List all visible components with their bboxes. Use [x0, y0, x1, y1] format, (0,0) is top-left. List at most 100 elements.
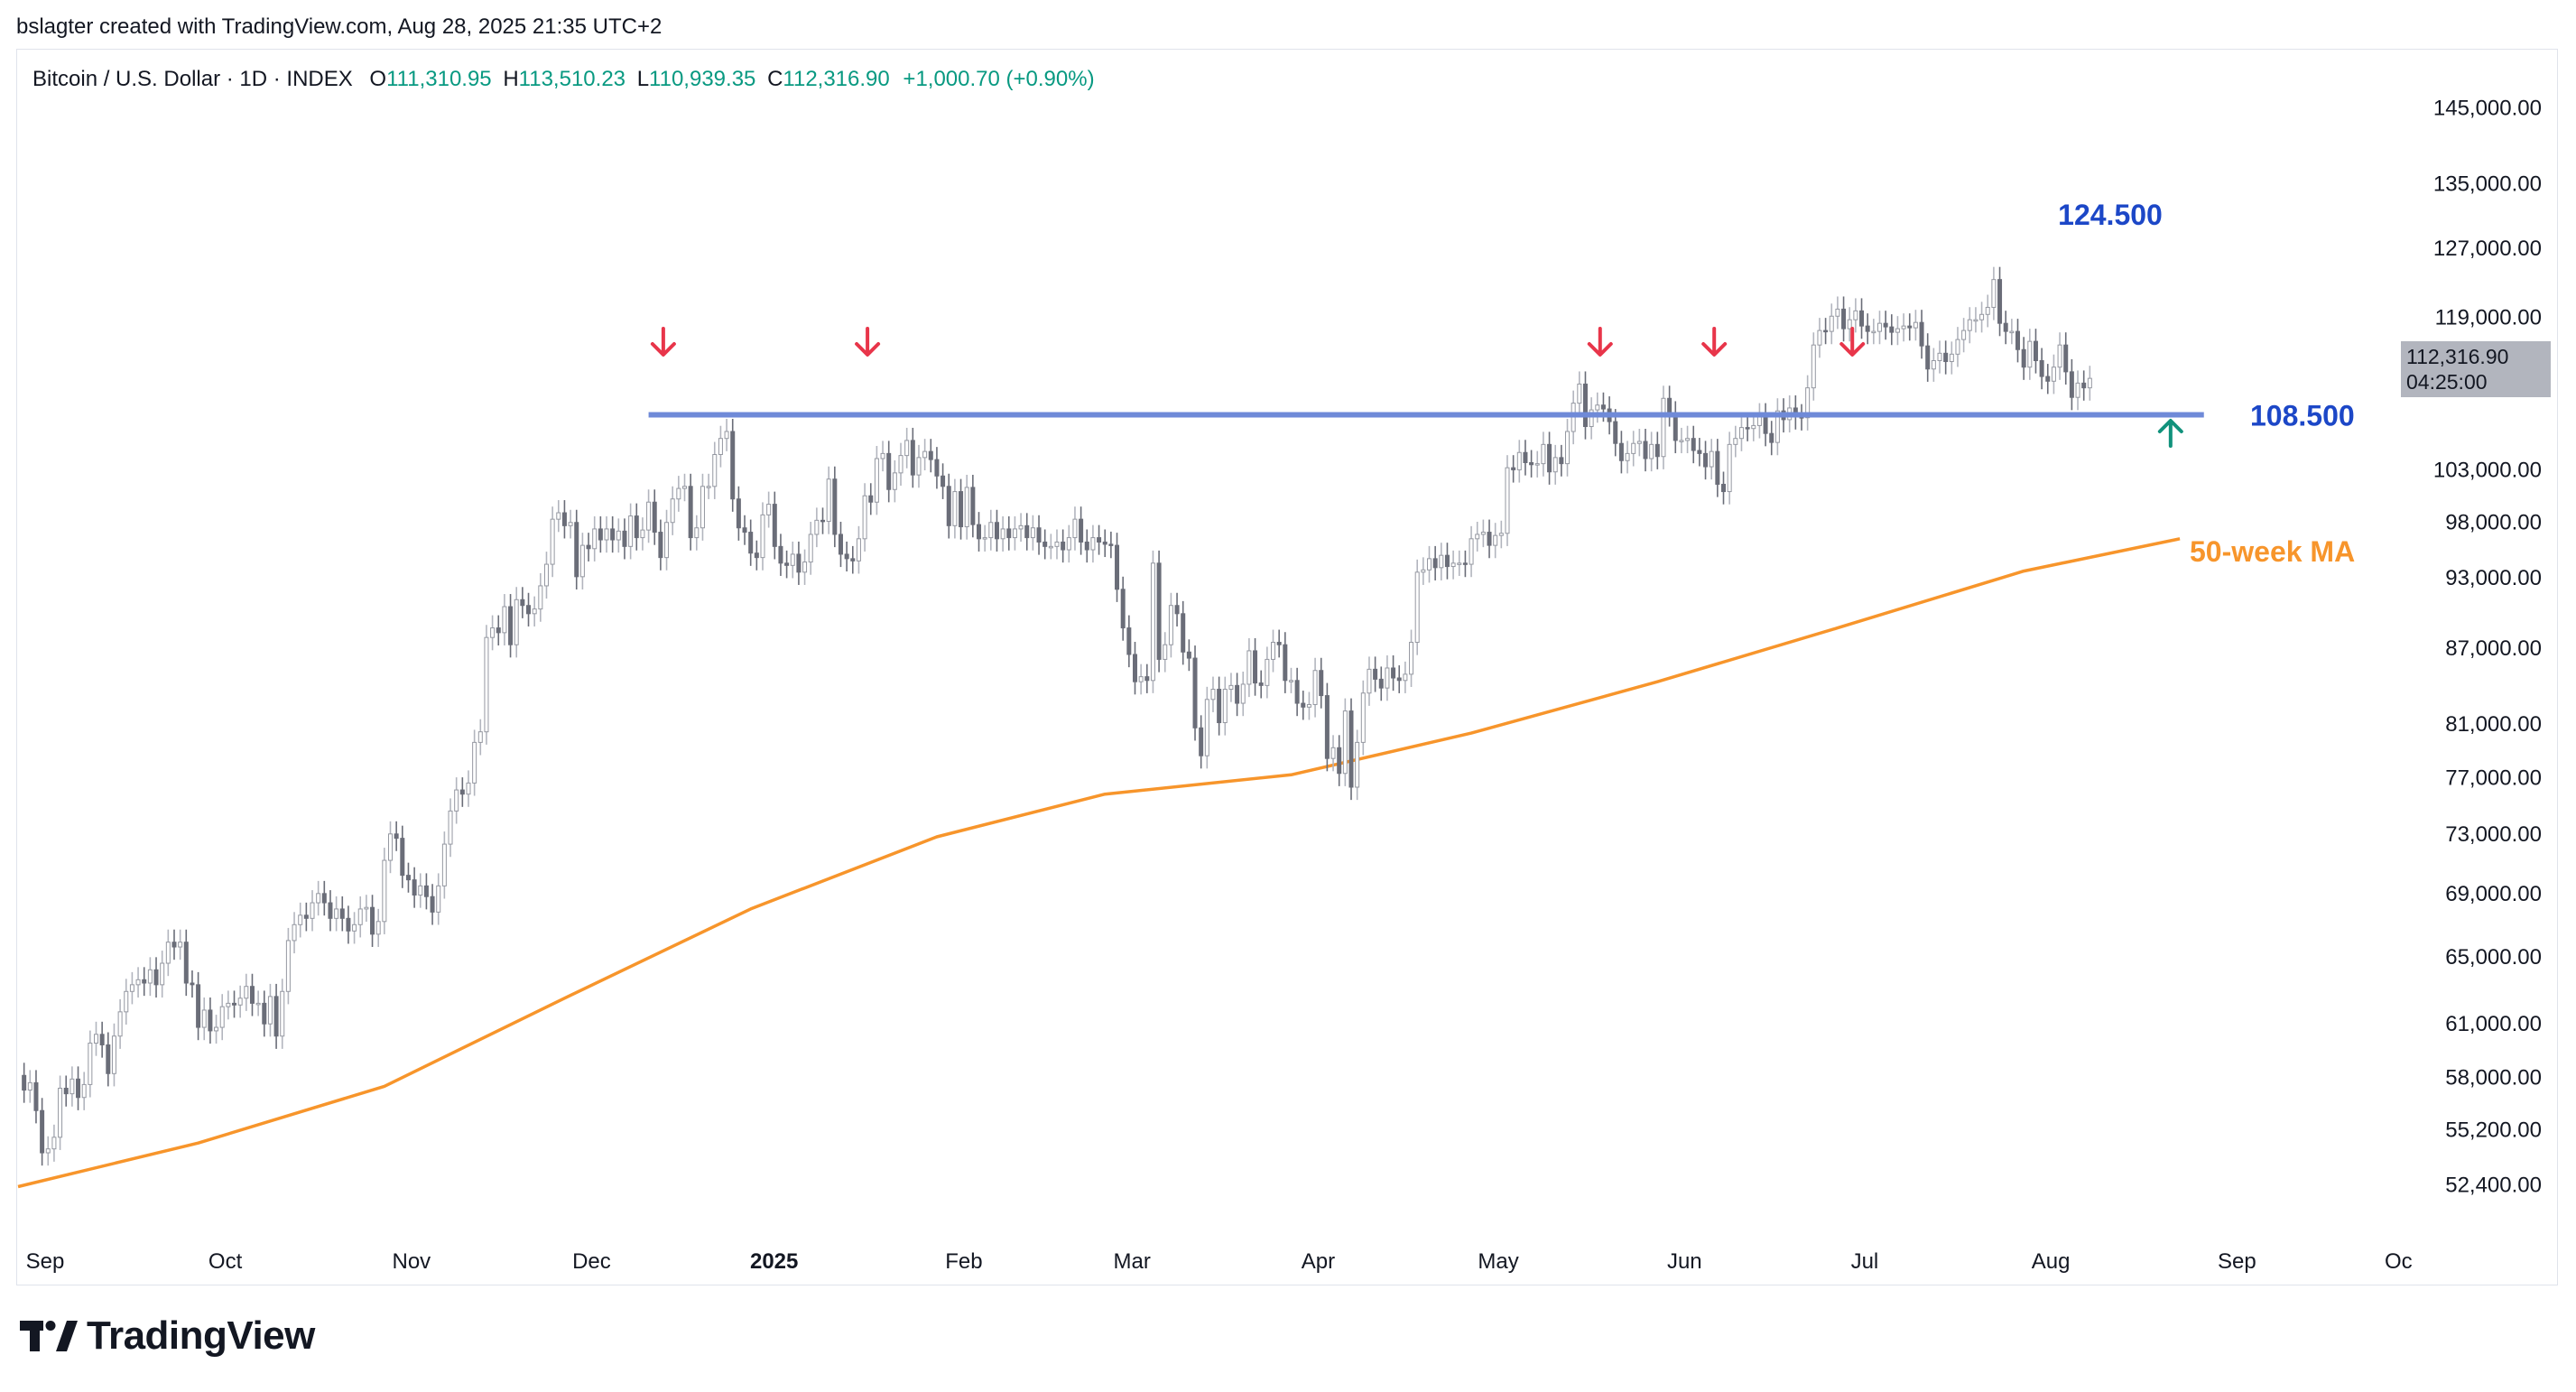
candle-body	[1409, 642, 1414, 675]
candle-body	[1283, 644, 1288, 682]
tradingview-logo[interactable]: TradingView	[20, 1313, 315, 1359]
candle-body	[1493, 534, 1498, 546]
candle-body	[40, 1109, 45, 1154]
candle-body	[1396, 677, 1402, 682]
candle-body	[298, 914, 303, 925]
candle-body	[1745, 427, 1750, 430]
candle-body	[1181, 613, 1186, 653]
candle-body	[1012, 528, 1017, 539]
candle-body	[1835, 308, 1840, 317]
tradingview-logo-icon	[20, 1321, 78, 1351]
candle-body	[988, 522, 994, 539]
candle-body	[1589, 409, 1594, 428]
x-tick-label: Oc	[2385, 1249, 2413, 1274]
candle-body	[1115, 544, 1120, 590]
candle-body	[142, 979, 147, 984]
candle-body	[129, 984, 134, 992]
candle-body	[778, 545, 783, 564]
candle-body	[1054, 541, 1060, 547]
candle-body	[634, 515, 639, 539]
candle-body	[214, 1026, 219, 1032]
time-axis[interactable]: Sep Oct Nov Dec 2025 Feb Mar Apr May Jun Jul Aug Sep…	[26, 1249, 2413, 1274]
candle-body	[2021, 348, 2026, 368]
candle-body	[76, 1078, 81, 1099]
candle-body	[441, 843, 447, 886]
legend-symbol[interactable]: Bitcoin / U.S. Dollar · 1D · INDEX	[32, 67, 353, 91]
candle-body	[892, 472, 897, 490]
candle-body	[1997, 279, 2003, 324]
candle-body	[1168, 605, 1173, 645]
candle-body	[412, 879, 417, 896]
candle-body	[262, 1002, 267, 1025]
candle-body	[232, 1002, 237, 1006]
y-tick-label: 61,000.00	[2445, 1012, 2542, 1036]
candle-body	[1654, 443, 1660, 458]
candle-body	[844, 553, 849, 560]
candle-body	[219, 1006, 225, 1028]
x-tick-label: Jul	[1851, 1249, 1879, 1274]
candle-body	[249, 986, 255, 1004]
candle-body	[1235, 684, 1240, 704]
price-axis[interactable]: 145,000.00 135,000.00 127,000.00 119,000.00…	[2433, 97, 2542, 1198]
candle-body	[586, 544, 591, 550]
candle-body	[910, 440, 915, 476]
candle-body	[1661, 397, 1666, 458]
chart-panel[interactable]	[16, 49, 2558, 1285]
candle-body	[1217, 689, 1222, 724]
candle-body	[808, 534, 813, 563]
candle-body	[1330, 747, 1336, 759]
candle-body	[1859, 310, 1865, 327]
candle-body	[1421, 569, 1426, 573]
candle-body	[357, 908, 363, 925]
bar-countdown: 04:25:00	[2406, 370, 2488, 394]
candle-body	[652, 501, 657, 534]
attribution-text: bslagter created with TradingView.com, A…	[16, 14, 663, 39]
candle-body	[45, 1148, 51, 1154]
candle-body	[1475, 534, 1480, 540]
candle-body	[700, 486, 705, 529]
candle-body	[550, 518, 555, 565]
candle-body	[1097, 537, 1102, 543]
x-tick-label: Sep	[2218, 1249, 2256, 1274]
candle-body	[1042, 541, 1048, 547]
candle-body	[459, 789, 465, 795]
candle-body	[316, 893, 321, 904]
candle-body	[2009, 330, 2015, 334]
candle-body	[183, 942, 189, 984]
candle-body	[1841, 308, 1847, 329]
candle-body	[2051, 367, 2056, 382]
y-tick-label: 77,000.00	[2445, 766, 2542, 790]
candle-body	[959, 491, 964, 528]
candle-body	[165, 942, 171, 964]
candle-body	[1847, 319, 1852, 329]
candle-body	[1937, 352, 1942, 361]
candle-body	[1949, 353, 1954, 363]
y-tick-label: 58,000.00	[2445, 1065, 2542, 1090]
ma-series-line	[17, 537, 2181, 1189]
candle-body	[772, 504, 777, 547]
candle-body	[1265, 658, 1270, 686]
candle-body	[1324, 695, 1330, 759]
candle-body	[1871, 330, 1876, 334]
candle-body	[532, 608, 537, 615]
candle-body	[1613, 421, 1618, 444]
candle-body	[670, 498, 675, 524]
candle-body	[58, 1087, 63, 1138]
x-tick-label: 2025	[750, 1249, 798, 1274]
candle-body	[1367, 668, 1372, 694]
candle-body	[1457, 562, 1462, 565]
candle-body	[1516, 451, 1522, 470]
candle-body	[153, 969, 159, 986]
candle-body	[579, 544, 585, 578]
candles-layer	[22, 266, 2092, 1166]
bounce-up-arrow	[2157, 419, 2183, 448]
candle-body	[526, 605, 532, 615]
candle-body	[1829, 315, 1834, 332]
ma-layer	[17, 537, 2181, 1189]
candle-body	[1979, 313, 1985, 320]
candle-body	[1727, 443, 1732, 493]
candle-body	[1961, 329, 1967, 340]
candle-body	[1876, 322, 1882, 332]
candle-body	[856, 538, 861, 561]
